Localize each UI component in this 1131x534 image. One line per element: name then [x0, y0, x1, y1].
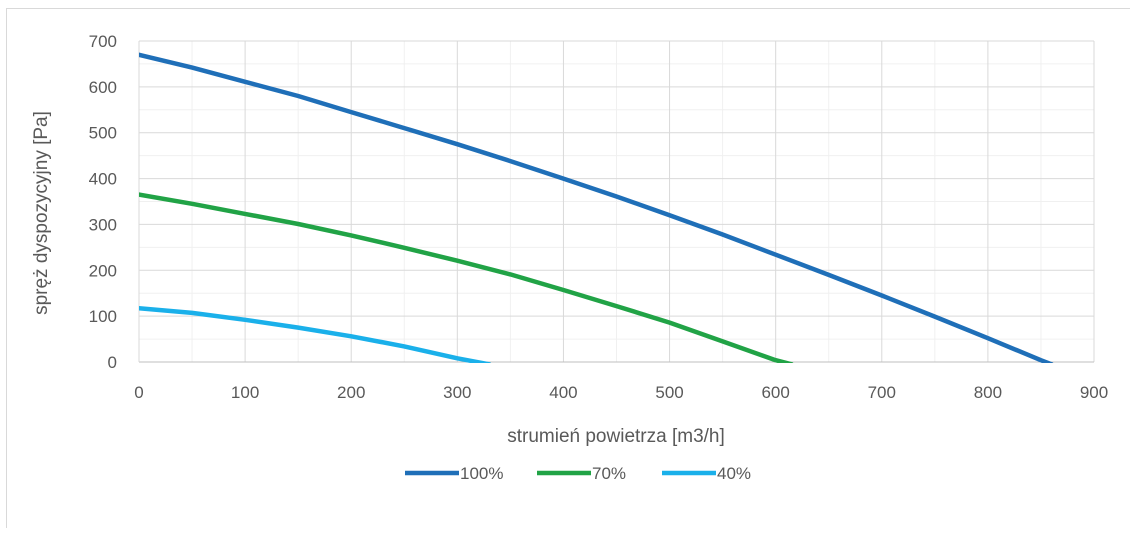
y-axis-ticks: 0 100 200 300 400 500 600 700 [89, 32, 117, 372]
y-tick-label: 300 [89, 215, 117, 234]
chart-frame: 0 100 200 300 400 500 600 700 800 900 0 100 200 300 4… [6, 8, 1130, 528]
x-tick-label: 100 [231, 383, 259, 402]
y-tick-label: 400 [89, 170, 117, 189]
x-tick-label: 400 [549, 383, 577, 402]
x-tick-label: 800 [974, 383, 1002, 402]
x-tick-label: 200 [337, 383, 365, 402]
x-axis-ticks: 0 100 200 300 400 500 600 700 800 900 [134, 383, 1108, 402]
legend: 100% 70% 40% [405, 464, 751, 483]
legend-label-2: 70% [592, 464, 626, 483]
series-line-1 [139, 52, 1054, 363]
major-gridlines [138, 40, 1095, 363]
y-tick-label: 500 [89, 124, 117, 143]
series-line-2 [139, 192, 794, 363]
x-tick-label: 0 [134, 383, 143, 402]
x-tick-label: 700 [868, 383, 896, 402]
series-line-3 [139, 306, 492, 363]
y-tick-label: 700 [89, 32, 117, 51]
x-tick-label: 500 [655, 383, 683, 402]
legend-label-3: 40% [717, 464, 751, 483]
chart-svg: 0 100 200 300 400 500 600 700 800 900 0 100 200 300 4… [31, 32, 1108, 483]
legend-label-1: 100% [460, 464, 503, 483]
y-tick-label: 0 [108, 353, 117, 372]
y-tick-label: 600 [89, 78, 117, 97]
x-tick-label: 900 [1080, 383, 1108, 402]
x-tick-label: 600 [761, 383, 789, 402]
y-axis-label: spręż dyspozycyjny [Pa] [31, 111, 52, 315]
y-tick-label: 100 [89, 307, 117, 326]
y-tick-label: 200 [89, 261, 117, 280]
x-axis-label: strumień powietrza [m3/h] [507, 426, 725, 447]
x-tick-label: 300 [443, 383, 471, 402]
minor-gridlines [139, 41, 1094, 362]
plot-area [139, 52, 1054, 363]
